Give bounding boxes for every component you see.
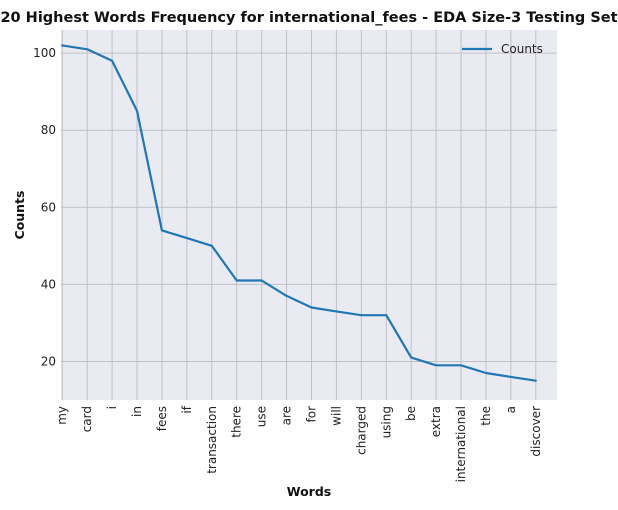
series-layer [61,44,537,382]
y-tick-label: 20 [41,354,56,368]
x-tick-label: fees [155,406,169,431]
chart-title: 20 Highest Words Frequency for internati… [0,10,617,26]
y-tick-label: 40 [41,277,56,291]
y-axis-label: Counts [12,191,27,240]
y-tick-label: 80 [41,123,56,137]
x-tick-label: discover [529,406,543,457]
x-tick-label: the [479,406,493,426]
y-tick-label: 100 [33,46,56,60]
x-tick-label: be [404,406,418,421]
x-tick-label: i [105,406,119,409]
x-tick-label: charged [354,406,368,455]
x-tick-label: international [454,406,468,482]
legend: Counts [462,42,543,56]
x-tick-label: card [80,406,94,432]
axis-ticks: my card i in fees if transaction there use are for… [33,46,543,482]
plot-area [61,30,557,400]
x-tick-label: if [180,405,194,413]
x-tick-label: my [55,406,69,425]
series-line [61,44,537,382]
x-tick-label: extra [429,406,443,437]
x-tick-label: in [130,406,144,417]
y-tick-label: 60 [41,200,56,214]
x-tick-label: use [255,406,269,427]
x-tick-label: a [504,406,518,413]
x-axis-label: Words [287,484,331,499]
x-tick-label: there [230,406,244,438]
x-tick-label: transaction [205,406,219,474]
x-tick-label: using [379,406,393,438]
legend-label: Counts [501,42,543,56]
x-tick-label: will [329,406,343,426]
x-tick-label: for [304,406,318,423]
x-tick-label: are [280,406,294,425]
grid [61,30,557,400]
